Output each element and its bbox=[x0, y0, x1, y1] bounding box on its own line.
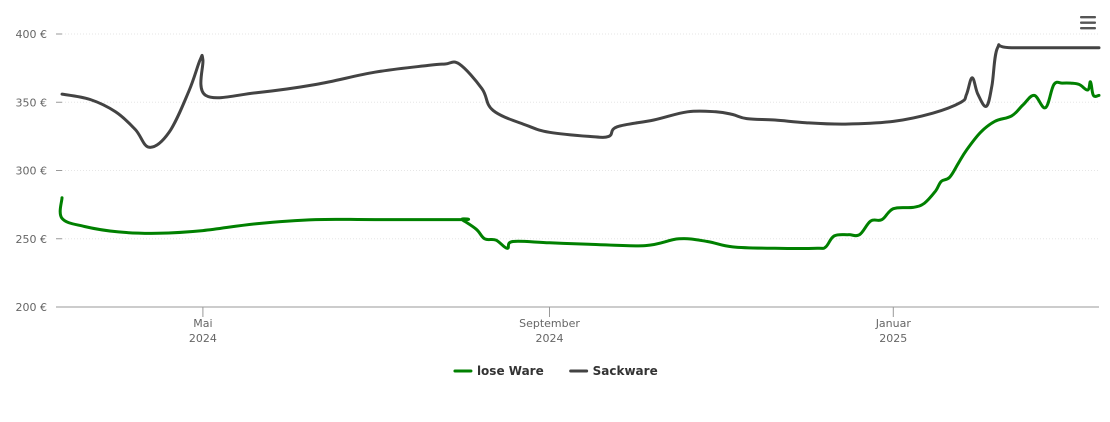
series-line-lose-ware bbox=[58, 80, 1101, 251]
y-tick-label: 200 € bbox=[16, 301, 48, 314]
y-tick-label: 250 € bbox=[16, 233, 48, 246]
y-tick-label: 350 € bbox=[16, 96, 48, 109]
x-tick-month-label: September bbox=[519, 317, 580, 330]
legend-label: lose Ware bbox=[477, 364, 544, 378]
y-tick-label: 300 € bbox=[16, 165, 48, 178]
x-tick-year-label: 2025 bbox=[879, 332, 907, 345]
y-tick-label: 400 € bbox=[16, 28, 48, 41]
x-tick-year-label: 2024 bbox=[189, 332, 217, 345]
legend-item-lose-ware[interactable]: lose Ware bbox=[453, 364, 544, 378]
x-tick-month-label: Mai bbox=[193, 317, 212, 330]
hamburger-menu-icon[interactable] bbox=[1078, 14, 1098, 32]
y-axis: 200 € 250 € 300 € 350 € 400 € bbox=[16, 28, 62, 314]
x-tick-month-label: Januar bbox=[875, 317, 912, 330]
legend-label: Sackware bbox=[593, 364, 658, 378]
legend: lose Ware Sackware bbox=[453, 364, 658, 378]
x-axis: Mai 2024 September 2024 Januar 2025 bbox=[62, 306, 1099, 345]
x-tick-year-label: 2024 bbox=[536, 332, 564, 345]
legend-item-sackware[interactable]: Sackware bbox=[569, 364, 658, 378]
grid-lines bbox=[62, 33, 1099, 240]
series-line-sackware bbox=[60, 43, 1101, 149]
series-lines bbox=[58, 43, 1101, 251]
